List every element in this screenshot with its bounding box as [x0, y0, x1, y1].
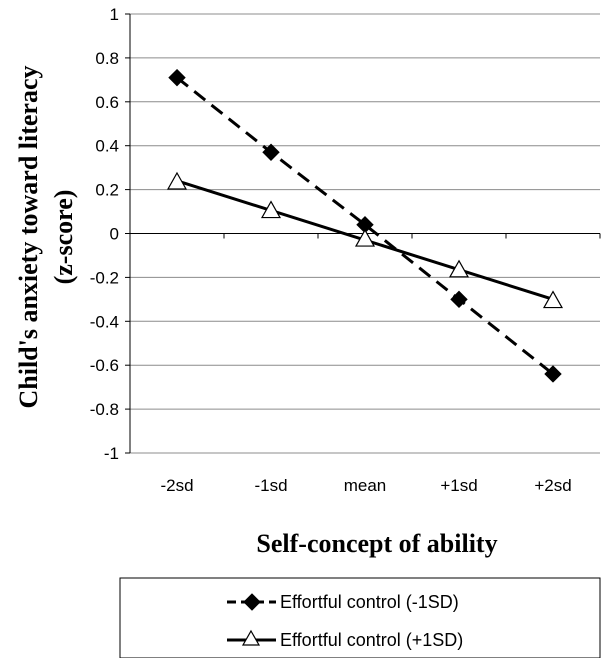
legend-label-0: Effortful control (-1SD) — [280, 592, 459, 612]
y-tick-label: 1 — [110, 5, 119, 24]
data-point-triangle — [542, 290, 564, 309]
data-point-triangle — [354, 228, 376, 247]
x-tick-label: -1sd — [254, 476, 287, 495]
data-point-diamond — [544, 365, 562, 383]
x-axis-title: Self-concept of ability — [256, 529, 497, 558]
y-tick-label: 0 — [110, 225, 119, 244]
data-point-triangle — [260, 200, 282, 219]
x-tick-label: -2sd — [160, 476, 193, 495]
x-tick-label: +2sd — [534, 476, 571, 495]
y-axis-title-line-1: Child's anxiety toward literacy — [14, 65, 43, 408]
y-axis-ticks: 1 0.8 0.6 0.4 0.2 0 -0.2 -0.4 -0.6 -0.8 -1 — [90, 5, 130, 463]
y-tick-label: 0.8 — [95, 49, 119, 68]
y-tick-label: -0.8 — [90, 400, 119, 419]
data-point-diamond — [262, 143, 280, 161]
y-tick-label: 0.2 — [95, 181, 119, 200]
data-point-diamond — [168, 68, 186, 87]
legend-item-1: Effortful control (+1SD) — [227, 629, 463, 650]
data-point-triangle — [448, 259, 470, 278]
data-point-triangle — [166, 171, 188, 190]
data-point-diamond — [450, 290, 468, 309]
y-axis-title-line-2: (z-score) — [49, 190, 78, 285]
y-tick-label: -1 — [104, 444, 119, 463]
x-tick-label: mean — [344, 476, 387, 495]
legend-marker-0 — [243, 593, 261, 611]
legend-label-1: Effortful control (+1SD) — [280, 630, 463, 650]
legend-item-0: Effortful control (-1SD) — [227, 592, 459, 612]
y-tick-label: -0.6 — [90, 356, 119, 375]
legend: Effortful control (-1SD) Effortful contr… — [119, 577, 601, 658]
y-tick-label: 0.6 — [95, 93, 119, 112]
series-line-0 — [176, 76, 554, 376]
series-layer — [166, 68, 564, 383]
legend-box — [119, 577, 601, 658]
legend-marker-1 — [241, 629, 261, 646]
y-tick-label: -0.2 — [90, 268, 119, 287]
y-tick-label: -0.4 — [90, 312, 119, 331]
x-axis-ticks: -2sd -1sd mean +1sd +2sd — [160, 476, 571, 495]
x-tick-label: +1sd — [440, 476, 477, 495]
y-tick-label: 0.4 — [95, 137, 119, 156]
